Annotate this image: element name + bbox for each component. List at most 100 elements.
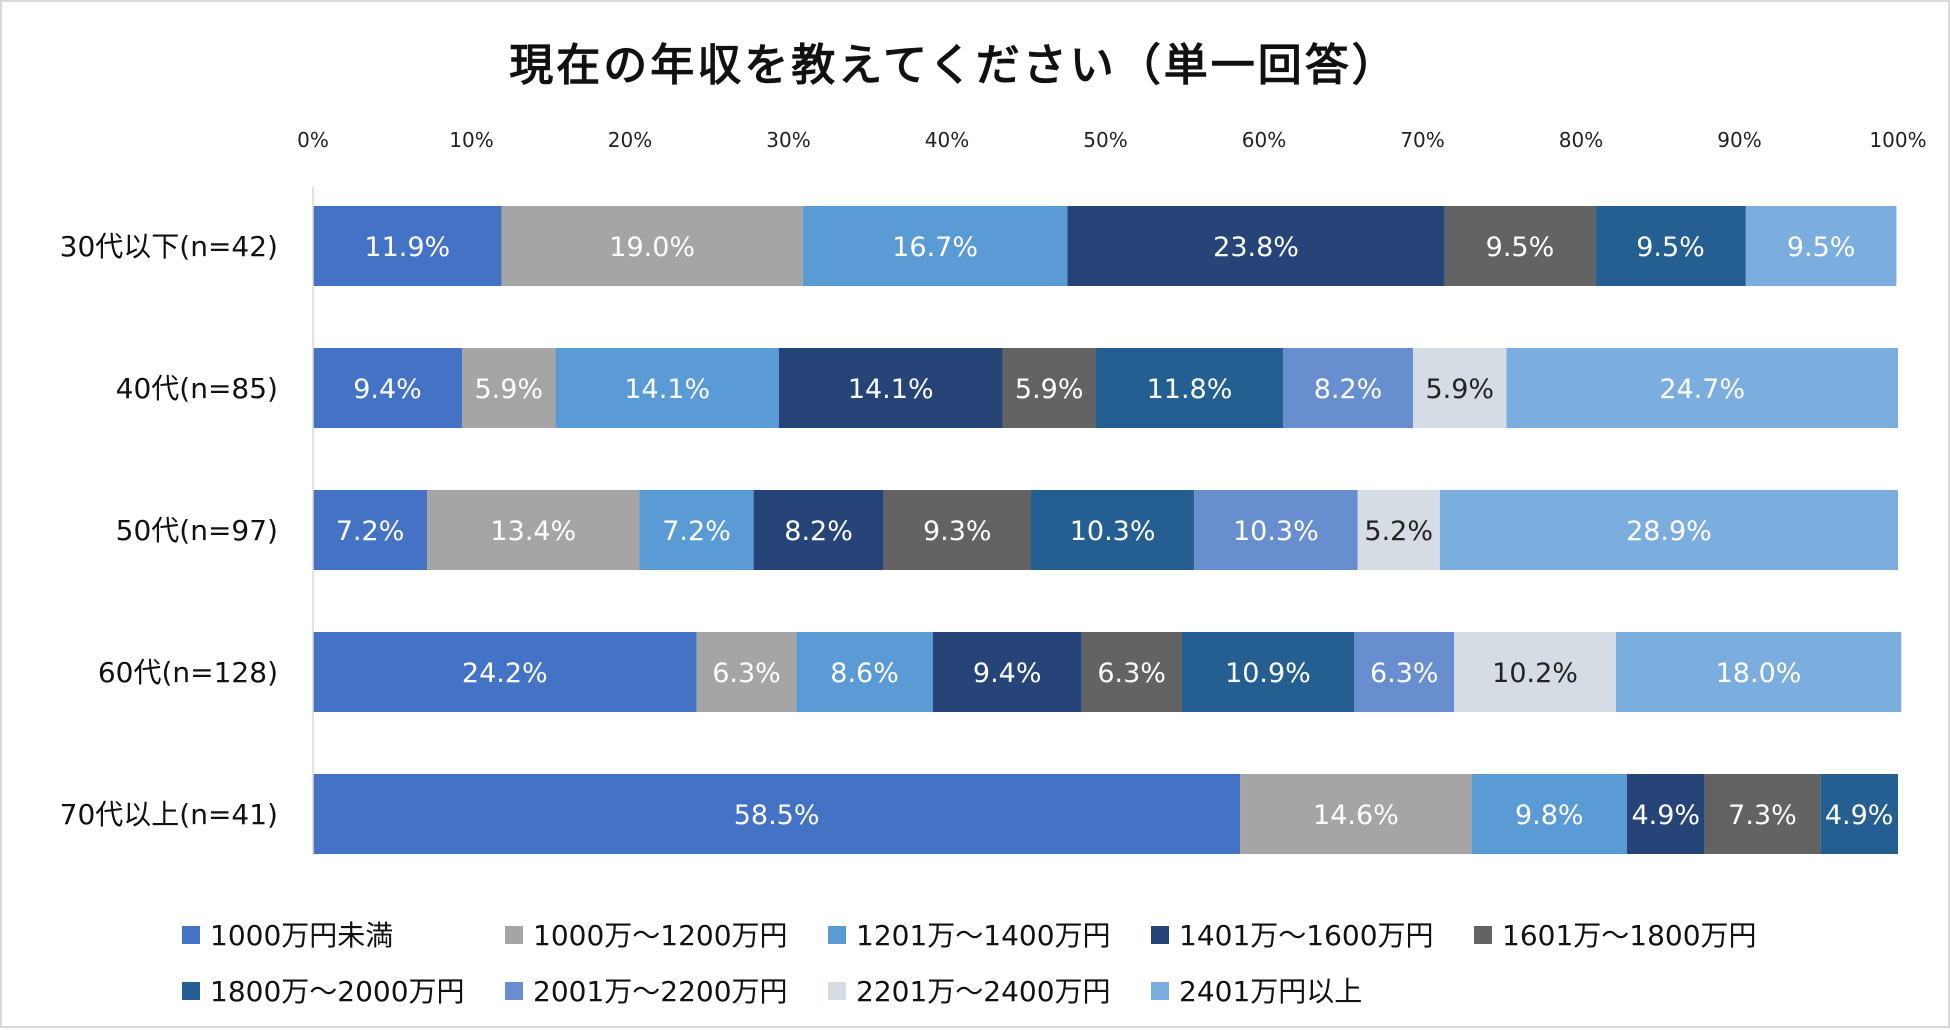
category-labels: 30代以下(n=42) 40代(n=85) 50代(n=97) 60代(n=128) 7… bbox=[60, 230, 278, 831]
legend-label: 2001万～2200万円 bbox=[533, 975, 788, 1008]
legend-label: 1601万～1800万円 bbox=[1502, 919, 1757, 952]
data-label: 14.1% bbox=[624, 374, 710, 405]
data-label: 13.4% bbox=[490, 516, 576, 547]
bar-segment bbox=[1454, 632, 1616, 712]
data-label: 16.7% bbox=[892, 232, 978, 263]
data-label: 6.3% bbox=[712, 658, 781, 689]
bar-segment bbox=[696, 632, 797, 712]
data-label: 8.2% bbox=[784, 516, 853, 547]
bar-segment bbox=[1506, 348, 1898, 428]
legend-label: 1201万～1400万円 bbox=[856, 919, 1111, 952]
bar-segment bbox=[313, 490, 428, 570]
bar-segment bbox=[1067, 206, 1445, 286]
bar-segment bbox=[1412, 348, 1507, 428]
data-label: 18.0% bbox=[1716, 658, 1802, 689]
bar-segment bbox=[639, 490, 754, 570]
data-label: 9.5% bbox=[1636, 232, 1705, 263]
data-label: 10.2% bbox=[1492, 658, 1578, 689]
bar-segment bbox=[461, 348, 556, 428]
data-label: 9.8% bbox=[1515, 800, 1584, 831]
legend: 1000万円未満 1000万～1200万円 1201万～1400万円 1401万～16… bbox=[182, 919, 1757, 1008]
bar-segment bbox=[1595, 206, 1746, 286]
bar-segment bbox=[1615, 632, 1902, 712]
x-tick-label: 0% bbox=[297, 128, 329, 152]
data-label: 9.5% bbox=[1486, 232, 1555, 263]
bar-segment bbox=[313, 206, 502, 286]
bar-segment bbox=[1357, 490, 1440, 570]
data-label: 10.3% bbox=[1070, 516, 1156, 547]
bar-segment bbox=[313, 774, 1241, 854]
legend-swatch bbox=[505, 982, 523, 1000]
bar-segment bbox=[1031, 490, 1195, 570]
data-label: 7.3% bbox=[1728, 800, 1797, 831]
data-label: 9.4% bbox=[353, 374, 422, 405]
bar-segment bbox=[1181, 632, 1355, 712]
data-label: 11.8% bbox=[1147, 374, 1233, 405]
data-label: 11.9% bbox=[364, 232, 450, 263]
bar-segment bbox=[1081, 632, 1182, 712]
bar-segment bbox=[313, 348, 462, 428]
legend-label: 1000万～1200万円 bbox=[533, 919, 788, 952]
category-label: 50代(n=97) bbox=[116, 514, 278, 547]
data-label: 7.2% bbox=[662, 516, 731, 547]
data-label: 8.6% bbox=[830, 658, 899, 689]
bars: 11.9% 19.0% 16.7% 23.8% 9.5% 9.5% 9.5% 9.4% 5.9%… bbox=[313, 206, 1902, 854]
legend-swatch bbox=[505, 926, 523, 944]
bar-segment bbox=[501, 206, 803, 286]
data-label: 5.2% bbox=[1364, 516, 1433, 547]
x-tick-label: 80% bbox=[1559, 128, 1603, 152]
legend-swatch bbox=[1474, 926, 1492, 944]
x-tick-label: 70% bbox=[1400, 128, 1444, 152]
legend-label: 2201万～2400万円 bbox=[856, 975, 1111, 1008]
data-label: 58.5% bbox=[734, 800, 820, 831]
bar-segment bbox=[1194, 490, 1358, 570]
data-label: 28.9% bbox=[1626, 516, 1712, 547]
x-tick-label: 30% bbox=[766, 128, 810, 152]
data-label: 9.3% bbox=[923, 516, 992, 547]
x-tick-label: 10% bbox=[449, 128, 493, 152]
x-tick-label: 50% bbox=[1083, 128, 1127, 152]
data-label: 7.2% bbox=[336, 516, 405, 547]
data-label: 5.9% bbox=[1425, 374, 1494, 405]
legend-swatch bbox=[1151, 926, 1169, 944]
bar-segment bbox=[1439, 490, 1898, 570]
data-label: 14.6% bbox=[1313, 800, 1399, 831]
chart-title: 現在の年収を教えてください（単一回答） bbox=[509, 40, 1398, 91]
data-label: 5.9% bbox=[474, 374, 543, 405]
category-label: 70代以上(n=41) bbox=[60, 798, 278, 831]
data-label: 23.8% bbox=[1213, 232, 1299, 263]
data-label: 6.3% bbox=[1097, 658, 1166, 689]
data-label: 10.3% bbox=[1233, 516, 1319, 547]
bar-segment bbox=[1002, 348, 1096, 428]
legend-swatch bbox=[182, 926, 200, 944]
bar-segment bbox=[1820, 774, 1898, 854]
legend-swatch bbox=[1151, 982, 1169, 1000]
bar-segment bbox=[883, 490, 1032, 570]
bar-segment bbox=[1444, 206, 1596, 286]
bar-segment bbox=[1626, 774, 1705, 854]
bar-segment bbox=[1095, 348, 1284, 428]
category-label: 30代以下(n=42) bbox=[60, 230, 278, 263]
bar-segment bbox=[1704, 774, 1821, 854]
bar-segment bbox=[753, 490, 884, 570]
data-label: 9.4% bbox=[973, 658, 1042, 689]
x-axis-ticks: 0% 10% 20% 30% 40% 50% 60% 70% 80% 90% 100% bbox=[297, 128, 1926, 152]
data-label: 4.9% bbox=[1631, 800, 1700, 831]
legend-label: 1000万円未満 bbox=[210, 919, 393, 952]
bar-segment bbox=[1283, 348, 1413, 428]
bar-segment bbox=[1745, 206, 1897, 286]
bar-segment bbox=[932, 632, 1082, 712]
bar-segment bbox=[802, 206, 1068, 286]
legend-label: 1401万～1600万円 bbox=[1179, 919, 1434, 952]
data-label: 6.3% bbox=[1370, 658, 1439, 689]
bar-segment bbox=[555, 348, 779, 428]
x-tick-label: 60% bbox=[1242, 128, 1286, 152]
legend-label: 2401万円以上 bbox=[1179, 975, 1362, 1008]
bar-segment bbox=[1471, 774, 1627, 854]
category-label: 60代(n=128) bbox=[98, 656, 278, 689]
data-label: 10.9% bbox=[1225, 658, 1311, 689]
data-label: 4.9% bbox=[1825, 800, 1894, 831]
data-label: 14.1% bbox=[848, 374, 934, 405]
data-label: 8.2% bbox=[1314, 374, 1383, 405]
